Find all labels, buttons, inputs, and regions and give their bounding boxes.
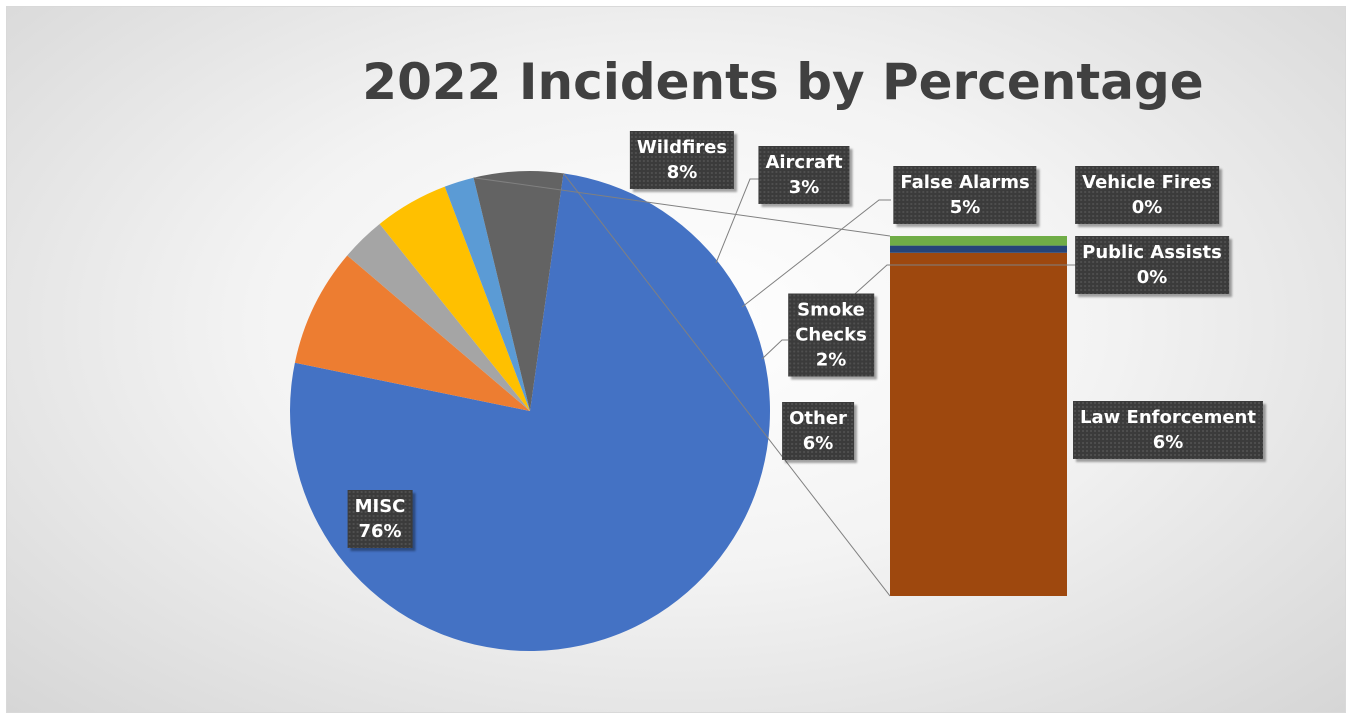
data-label-misc: MISC 76% bbox=[347, 490, 413, 548]
data-label-value: 3% bbox=[788, 177, 820, 198]
leader-line-public-assists bbox=[846, 264, 1077, 302]
leader-line-smoke-checks bbox=[761, 339, 788, 360]
leader-line-aircraft bbox=[715, 178, 759, 264]
data-label-aircraft: Aircraft 3% bbox=[758, 146, 850, 204]
data-label-wildfires: Wildfires 8% bbox=[629, 131, 735, 189]
pie-slice-other bbox=[473, 171, 564, 411]
data-label-value: 6% bbox=[1152, 432, 1184, 453]
leader-line-false-alarms bbox=[741, 199, 891, 308]
data-label-name: Vehicle Fires bbox=[1082, 172, 1212, 193]
data-label-name: Aircraft bbox=[765, 152, 843, 173]
data-label-vehicle-fires: Vehicle Fires 0% bbox=[1075, 166, 1219, 224]
data-label-law-enforcement: Law Enforcement 6% bbox=[1073, 401, 1263, 459]
connector-line-bottom bbox=[563, 173, 891, 597]
data-label-value: 8% bbox=[666, 162, 698, 183]
data-label-name: Smoke Checks bbox=[795, 299, 867, 346]
bar-segment-law-enforcement bbox=[890, 252, 1067, 597]
data-label-value: 76% bbox=[358, 521, 402, 542]
chart-title: 2022 Incidents by Percentage bbox=[362, 53, 1204, 111]
pie-slice-wildfires bbox=[294, 255, 530, 411]
chart-plot bbox=[290, 171, 1077, 651]
data-label-name: MISC bbox=[354, 496, 406, 517]
bar-segment-vehicle-fires bbox=[890, 236, 1067, 246]
data-label-value: 6% bbox=[802, 433, 834, 454]
data-label-other: Other 6% bbox=[782, 402, 854, 460]
data-label-value: 0% bbox=[1131, 197, 1163, 218]
data-label-value: 0% bbox=[1136, 267, 1168, 288]
data-label-name: Wildfires bbox=[636, 137, 728, 158]
data-label-value: 2% bbox=[815, 349, 847, 371]
pie-slice-smoke-checks bbox=[444, 177, 530, 411]
pie-slice-false-alarms bbox=[379, 186, 530, 411]
pie-slice-aircraft bbox=[347, 223, 530, 411]
data-label-smoke-checks: Smoke Checks 2% bbox=[788, 293, 874, 377]
connector-line-top bbox=[473, 177, 891, 237]
data-label-name: False Alarms bbox=[900, 172, 1030, 193]
data-label-name: Law Enforcement bbox=[1080, 407, 1256, 428]
data-label-name: Other bbox=[789, 408, 847, 429]
data-label-public-assists: Public Assists 0% bbox=[1075, 236, 1229, 294]
data-label-value: 5% bbox=[949, 197, 981, 218]
chart-area: 2022 Incidents by Percentage MISC 76% Wild… bbox=[6, 6, 1346, 713]
bar-segment-public-assists bbox=[890, 245, 1067, 253]
data-label-name: Public Assists bbox=[1082, 242, 1222, 263]
data-label-false-alarms: False Alarms 5% bbox=[893, 166, 1037, 224]
